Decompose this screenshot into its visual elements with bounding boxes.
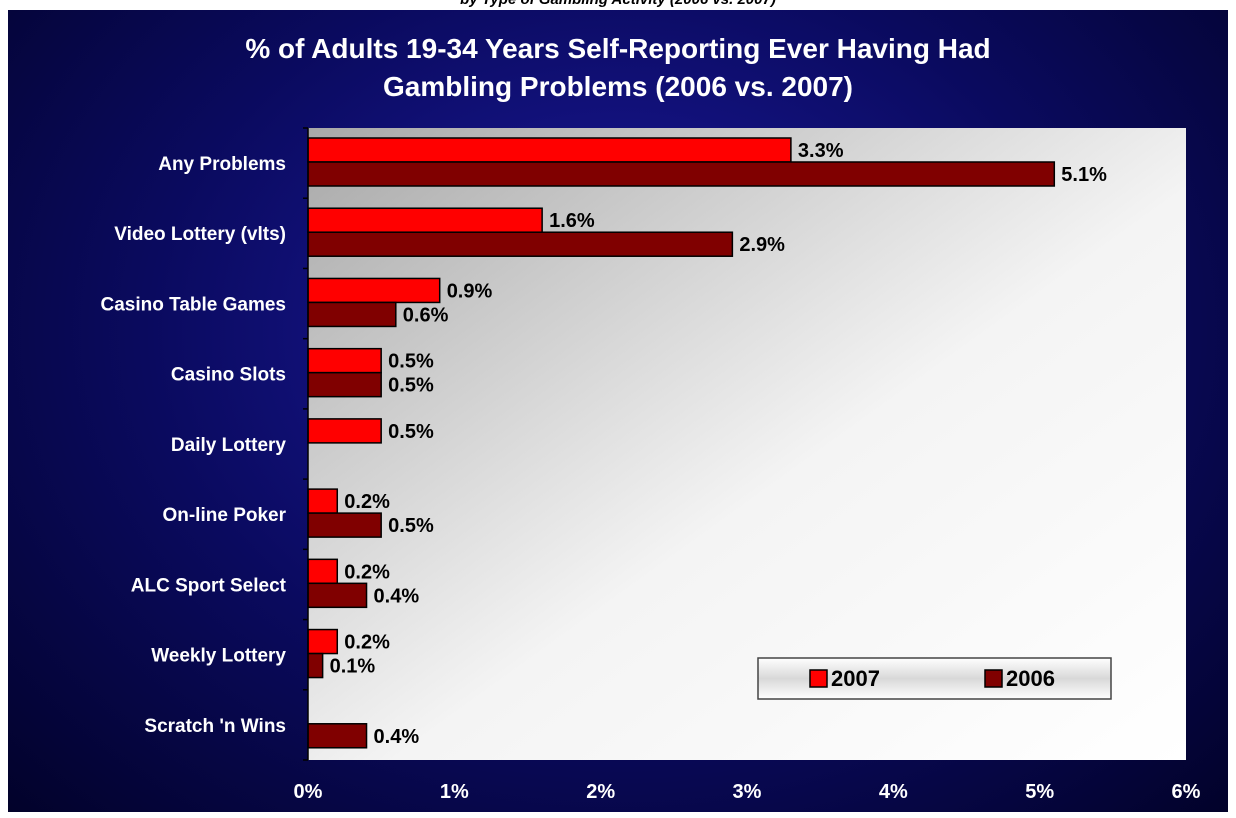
data-label-2006-8: 0.1% bbox=[330, 656, 376, 678]
data-label-2006-6: 0.5% bbox=[388, 515, 434, 537]
data-label-2007-6: 0.2% bbox=[344, 491, 390, 513]
category-label-2: Video Lottery (vlts) bbox=[114, 224, 286, 245]
bar-2007-4 bbox=[307, 347, 382, 374]
data-label-2006-4: 0.5% bbox=[388, 375, 434, 397]
chart-title-line-1: % of Adults 19-34 Years Self-Reporting E… bbox=[245, 33, 991, 64]
category-label-1: Any Problems bbox=[158, 154, 286, 175]
category-label-4: Casino Slots bbox=[171, 365, 286, 386]
x-tick-label-1: 0% bbox=[294, 781, 323, 803]
category-label-8: Weekly Lottery bbox=[151, 646, 286, 667]
chart-title-line-2: Gambling Problems (2006 vs. 2007) bbox=[383, 71, 853, 102]
bar-2006-1 bbox=[307, 161, 1056, 187]
chart-title: % of Adults 19-34 Years Self-Reporting E… bbox=[0, 30, 1236, 106]
x-tick-label-3: 2% bbox=[586, 781, 615, 803]
x-tick-label-4: 3% bbox=[733, 781, 762, 803]
bar-2007-7 bbox=[307, 558, 339, 585]
legend-swatch-2007 bbox=[809, 669, 828, 688]
data-label-2007-1: 3.3% bbox=[798, 140, 844, 162]
category-label-3: Casino Table Games bbox=[101, 294, 287, 315]
bar-2006-4 bbox=[307, 371, 382, 398]
bar-2007-6 bbox=[307, 488, 339, 514]
bar-2006-8 bbox=[307, 652, 324, 679]
x-tick-label-7: 6% bbox=[1172, 781, 1201, 803]
bar-2007-1 bbox=[307, 137, 792, 163]
data-label-2006-3: 0.6% bbox=[403, 304, 449, 326]
bar-2007-8 bbox=[307, 628, 339, 655]
legend-label-2007: 2007 bbox=[831, 666, 880, 691]
x-tick-label-5: 4% bbox=[879, 781, 908, 803]
x-tick-label-2: 1% bbox=[440, 781, 469, 803]
data-label-2006-2: 2.9% bbox=[739, 234, 785, 256]
top-strip: by Type of Gambling Activity (2006 vs. 2… bbox=[0, 0, 1236, 10]
legend-swatch-2006 bbox=[984, 669, 1003, 688]
data-label-2007-2: 1.6% bbox=[549, 210, 595, 232]
data-label-2006-9: 0.4% bbox=[374, 726, 420, 748]
category-label-7: ALC Sport Select bbox=[131, 575, 287, 596]
bar-2006-9 bbox=[307, 723, 368, 749]
data-label-2006-7: 0.4% bbox=[374, 585, 420, 607]
data-label-2007-8: 0.2% bbox=[344, 632, 390, 654]
bar-2007-2 bbox=[307, 207, 543, 233]
top-caption: by Type of Gambling Activity (2006 vs. 2… bbox=[0, 0, 1236, 8]
data-label-2007-5: 0.5% bbox=[388, 421, 434, 443]
category-label-5: Daily Lottery bbox=[171, 435, 287, 456]
data-label-2007-3: 0.9% bbox=[447, 280, 493, 302]
legend-label-2006: 2006 bbox=[1006, 666, 1055, 691]
data-label-2007-7: 0.2% bbox=[344, 561, 390, 583]
bar-2007-5 bbox=[307, 418, 382, 444]
bar-2006-2 bbox=[307, 231, 734, 257]
legend: 2007 2006 bbox=[757, 657, 1112, 700]
data-label-2006-1: 5.1% bbox=[1061, 164, 1107, 186]
bar-2006-7 bbox=[307, 582, 368, 609]
x-tick-label-6: 5% bbox=[1025, 781, 1054, 803]
data-label-2007-4: 0.5% bbox=[388, 351, 434, 373]
category-label-9: Scratch 'n Wins bbox=[144, 716, 286, 737]
bar-2007-3 bbox=[307, 277, 441, 304]
bar-2006-6 bbox=[307, 512, 382, 538]
bar-2006-3 bbox=[307, 301, 397, 328]
category-label-6: On-line Poker bbox=[162, 505, 286, 526]
